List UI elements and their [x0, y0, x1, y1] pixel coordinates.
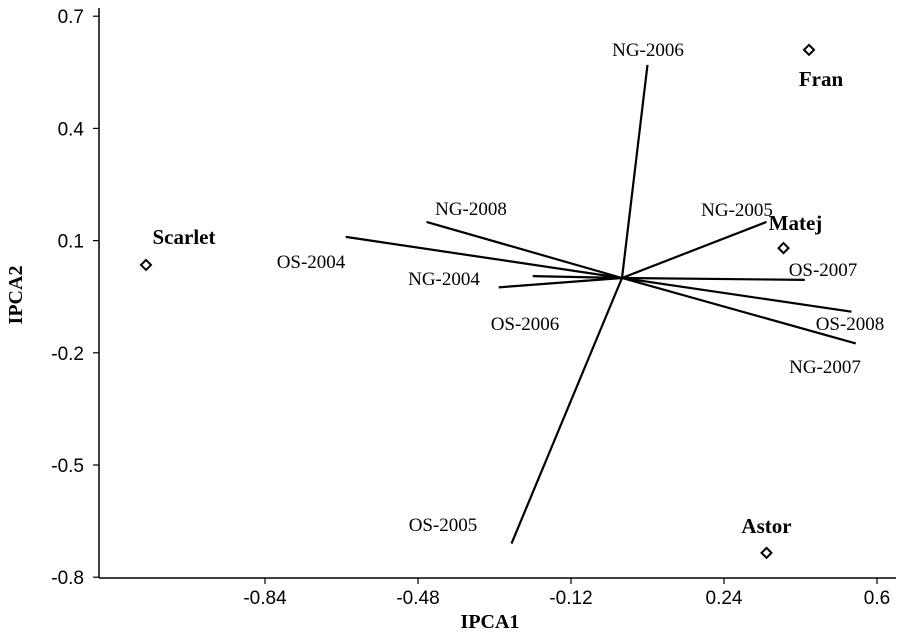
genotype-label-matej: Matej	[769, 211, 823, 235]
genotype-label-astor: Astor	[741, 514, 791, 538]
x-axis-ticks: -0.84 -0.48 -0.12 0.24 0.6	[243, 578, 890, 609]
x-tick-label: -0.12	[549, 588, 592, 609]
env-label-ng-2004: NG-2004	[408, 269, 480, 290]
genotype-marker-fran	[802, 43, 816, 57]
vector-ng-2005	[621, 220, 767, 280]
vector-os-2007	[621, 276, 805, 281]
environment-labels: NG-2006 NG-2005 OS-2007 OS-2008 NG-2007 OS-20…	[277, 40, 885, 536]
vector-os-2008	[621, 276, 852, 313]
y-axis-title: IPCA2	[5, 266, 27, 325]
x-tick-label: -0.48	[396, 588, 439, 609]
genotype-marker-astor	[760, 546, 773, 560]
genotype-points: Scarlet Fran Matej Astor	[139, 43, 844, 560]
y-tick-label: 0.1	[58, 232, 84, 253]
environment-vectors	[345, 64, 857, 544]
x-tick-label: -0.84	[243, 588, 287, 609]
genotype-marker-matej	[777, 241, 790, 255]
env-label-os-2007: OS-2007	[789, 260, 858, 281]
y-tick-label: -0.2	[51, 344, 84, 365]
vector-os-2005	[510, 277, 624, 544]
env-label-os-2006: OS-2006	[491, 314, 560, 335]
vector-ng-2008	[426, 220, 623, 280]
env-label-ng-2006: NG-2006	[612, 40, 684, 61]
genotype-label-fran: Fran	[799, 67, 844, 91]
y-tick-label: 0.4	[58, 119, 85, 140]
y-tick-label: 0.7	[58, 7, 84, 28]
vector-os-2004	[345, 235, 623, 280]
vector-ng-2007	[621, 276, 857, 345]
env-label-os-2005: OS-2005	[409, 515, 478, 536]
vector-ng-2006	[620, 64, 649, 279]
env-label-ng-2008: NG-2008	[435, 199, 507, 220]
x-tick-label: 0.6	[864, 588, 890, 609]
env-label-os-2004: OS-2004	[277, 252, 346, 273]
env-label-ng-2005: NG-2005	[701, 200, 773, 221]
y-axis-ticks: 0.7 0.4 0.1 -0.2 -0.5 -0.8	[51, 7, 99, 589]
x-tick-label: 0.24	[706, 588, 743, 609]
vector-os-2006	[498, 276, 623, 289]
y-tick-label: -0.5	[51, 456, 84, 477]
genotype-marker-scarlet	[139, 258, 153, 272]
env-label-ng-2007: NG-2007	[789, 357, 861, 378]
vector-ng-2004	[532, 275, 623, 280]
x-axis-title: IPCA1	[461, 611, 520, 633]
y-tick-label: -0.8	[51, 568, 84, 589]
env-label-os-2008: OS-2008	[816, 314, 885, 335]
genotype-label-scarlet: Scarlet	[153, 225, 216, 249]
